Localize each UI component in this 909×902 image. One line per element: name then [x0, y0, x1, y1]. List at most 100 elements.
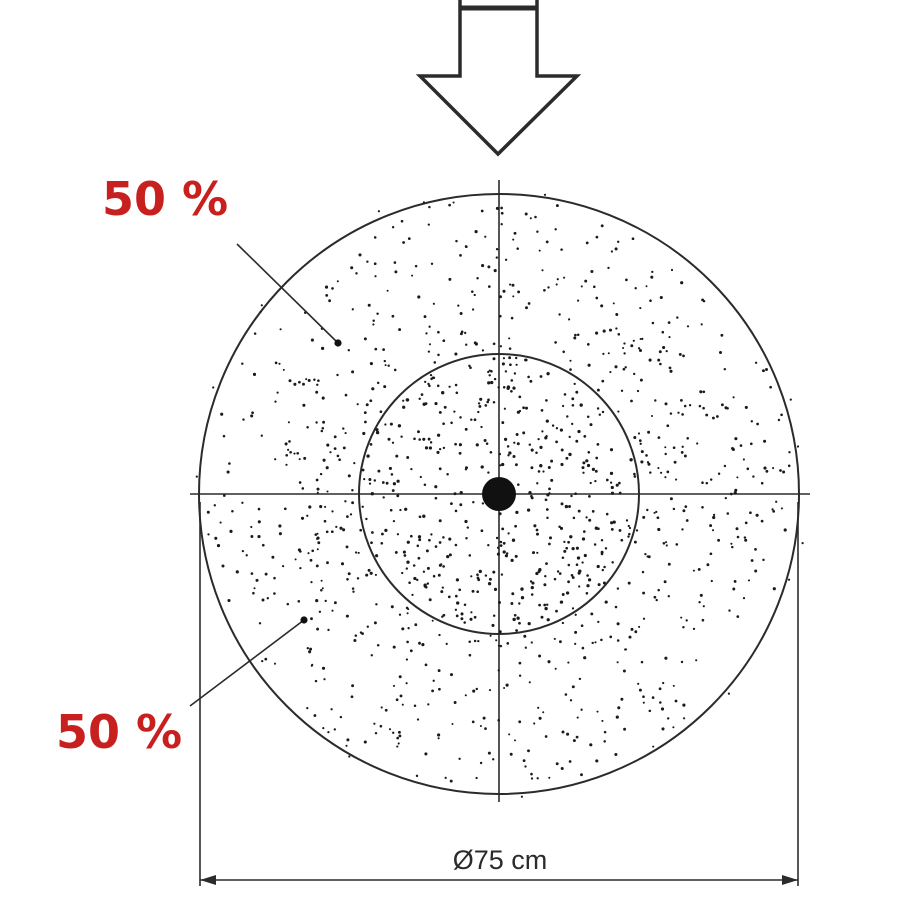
droplet-dot [652, 745, 655, 748]
droplet-dot [278, 532, 282, 536]
droplet-dot [422, 514, 426, 518]
droplet-dot [489, 634, 492, 637]
droplet-dot [492, 758, 495, 761]
droplet-dot [351, 587, 355, 590]
droplet-dot [499, 544, 503, 547]
droplet-dot [723, 367, 727, 371]
droplet-dot [316, 487, 320, 491]
droplet-dot [675, 543, 679, 546]
droplet-dot [627, 581, 631, 585]
droplet-dot [454, 608, 458, 611]
droplet-dot [523, 634, 527, 638]
droplet-dot [732, 587, 736, 591]
droplet-dot [427, 703, 430, 706]
droplet-dot [407, 237, 411, 240]
droplet-dot [563, 540, 566, 544]
droplet-dot [480, 209, 484, 213]
droplet-dot [628, 526, 632, 530]
droplet-dot [443, 405, 447, 409]
droplet-dot [342, 427, 345, 430]
droplet-dot [354, 551, 358, 554]
droplet-dot [399, 694, 403, 698]
droplet-dot [747, 579, 751, 582]
droplet-dot [506, 642, 510, 645]
droplet-dot [487, 265, 491, 269]
droplet-dot [517, 483, 520, 486]
droplet-dot [628, 635, 632, 639]
droplet-dot [489, 450, 493, 454]
droplet-dot [544, 574, 547, 578]
droplet-dot [258, 622, 262, 625]
droplet-dot [242, 418, 245, 421]
droplet-dot [542, 711, 545, 714]
droplet-dot [584, 279, 588, 283]
droplet-dot [320, 588, 323, 592]
droplet-dot [285, 453, 289, 457]
droplet-dot [701, 481, 704, 484]
droplet-dot [458, 451, 462, 455]
droplet-dot [668, 336, 671, 339]
droplet-dot [574, 630, 578, 634]
droplet-dot [276, 391, 279, 394]
droplet-dot [668, 366, 672, 370]
droplet-dot [417, 430, 420, 434]
droplet-dot [574, 642, 577, 645]
droplet-dot [712, 515, 716, 520]
droplet-dot [645, 285, 648, 288]
droplet-dot [665, 541, 668, 544]
droplet-dot [727, 692, 731, 695]
droplet-dot [418, 538, 422, 542]
droplet-dot [396, 533, 400, 536]
droplet-dot [743, 536, 747, 539]
droplet-dot [763, 466, 767, 470]
droplet-dot [699, 390, 703, 394]
droplet-dot [499, 644, 503, 648]
droplet-dot [274, 361, 278, 365]
droplet-dot [372, 323, 375, 326]
droplet-dot [468, 364, 471, 368]
droplet-dot [646, 461, 650, 464]
droplet-dot [474, 230, 478, 234]
droplet-dot [261, 543, 265, 547]
droplet-dot [454, 383, 458, 387]
droplet-dot [672, 507, 676, 511]
droplet-dot [769, 385, 772, 389]
droplet-dot [594, 641, 597, 644]
droplet-dot [645, 454, 648, 457]
droplet-dot [639, 442, 642, 445]
droplet-dot [563, 276, 566, 279]
droplet-dot [539, 375, 543, 378]
droplet-dot [534, 215, 537, 219]
droplet-dot [344, 432, 347, 435]
droplet-dot [577, 299, 580, 302]
droplet-dot [580, 708, 583, 711]
droplet-dot [380, 532, 384, 536]
droplet-dot [511, 592, 515, 596]
upper-share-leader [236, 243, 342, 347]
droplet-dot [477, 578, 481, 582]
droplet-dot [363, 411, 367, 415]
droplet-dot [634, 286, 637, 290]
droplet-dot [692, 627, 696, 631]
droplet-dot [441, 391, 445, 395]
droplet-dot [367, 568, 371, 572]
droplet-dot [403, 554, 407, 557]
droplet-dot [653, 595, 657, 599]
droplet-dot [388, 466, 392, 470]
droplet-dot [226, 470, 230, 474]
droplet-dot [559, 600, 563, 604]
droplet-dot [464, 427, 468, 431]
droplet-dot [428, 598, 432, 602]
droplet-dot [464, 245, 468, 249]
droplet-dot [303, 456, 307, 460]
droplet-dot [571, 422, 574, 426]
droplet-dot [487, 544, 490, 547]
droplet-dot [736, 476, 739, 479]
droplet-dot [498, 452, 501, 456]
droplet-dot [574, 492, 577, 496]
droplet-dot [565, 456, 569, 460]
droplet-dot [744, 538, 748, 542]
droplet-dot [657, 358, 661, 362]
droplet-dot [638, 688, 642, 692]
droplet-dot [389, 422, 393, 426]
